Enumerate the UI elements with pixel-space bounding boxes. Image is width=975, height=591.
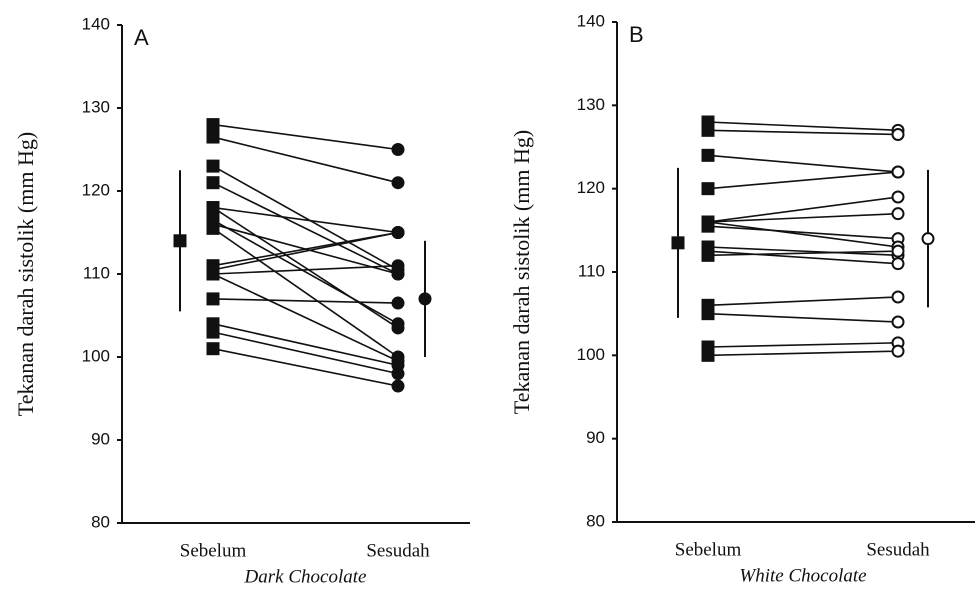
marker <box>891 315 905 329</box>
pair-line <box>707 196 899 223</box>
y-tick-label: 80 <box>586 511 605 530</box>
pair-line <box>707 250 899 257</box>
y-tick-label: 100 <box>577 345 605 364</box>
pair-line <box>212 227 399 358</box>
marker <box>206 213 220 227</box>
x-axis-label: White Chocolate <box>739 565 866 586</box>
marker <box>391 296 405 310</box>
marker <box>206 267 220 281</box>
x-tick-label: Sebelum <box>180 540 247 561</box>
marker <box>206 176 220 190</box>
y-tick-label: 140 <box>577 11 605 30</box>
y-tick-label: 140 <box>82 14 110 33</box>
pair-line <box>212 347 399 387</box>
marker <box>701 123 715 137</box>
y-tick-label: 110 <box>83 263 110 282</box>
marker <box>206 118 220 132</box>
pair-line <box>212 206 399 234</box>
marker <box>206 201 220 215</box>
pair-line <box>212 331 399 375</box>
pair-line <box>707 154 899 173</box>
pair-line <box>707 225 899 240</box>
pair-line <box>707 129 899 136</box>
pair-line <box>212 123 399 151</box>
pair-line <box>707 171 899 190</box>
pair-line <box>212 323 399 367</box>
marker <box>206 159 220 173</box>
marker <box>701 215 715 229</box>
marker <box>891 128 905 141</box>
pair-line <box>707 350 899 357</box>
pair-line <box>707 250 899 265</box>
pair-line <box>212 165 399 271</box>
marker <box>391 176 405 190</box>
marker <box>891 190 905 204</box>
marker <box>391 226 405 239</box>
pair-line <box>212 181 399 275</box>
y-tick-label: 80 <box>91 512 110 531</box>
y-tick-label: 110 <box>578 261 605 280</box>
marker <box>391 259 405 273</box>
marker <box>891 207 905 221</box>
marker <box>701 148 715 162</box>
marker <box>891 165 905 179</box>
pair-line <box>707 246 899 257</box>
x-tick-label: Sesudah <box>866 539 930 560</box>
pair-line <box>707 212 899 223</box>
marker <box>391 143 405 156</box>
marker <box>206 292 220 306</box>
panel-label: A <box>134 25 149 50</box>
y-tick-label: 120 <box>82 180 110 199</box>
marker <box>701 182 715 196</box>
marker <box>418 292 432 306</box>
y-tick-label: 100 <box>82 346 110 365</box>
pair-line <box>707 342 899 348</box>
marker <box>891 290 905 304</box>
marker <box>891 244 905 258</box>
pair-line <box>707 121 899 132</box>
panel-label: B <box>629 22 644 47</box>
pair-line <box>212 206 399 329</box>
pair-line <box>212 136 399 184</box>
pair-line <box>707 221 899 248</box>
marker <box>921 232 935 246</box>
marker <box>206 130 220 144</box>
pair-line <box>212 298 399 304</box>
y-tick-label: 130 <box>577 95 605 114</box>
marker <box>671 236 685 250</box>
pair-line <box>707 312 899 323</box>
pair-line <box>212 264 399 275</box>
pair-line <box>212 219 399 325</box>
marker <box>891 257 905 271</box>
pair-line <box>212 273 399 362</box>
marker <box>173 234 187 248</box>
marker <box>391 379 405 393</box>
marker <box>391 317 405 331</box>
marker <box>391 367 405 381</box>
y-tick-label: 120 <box>577 178 605 197</box>
y-axis-label: Tekanan darah sistolik (mm Hg) <box>509 130 534 414</box>
x-tick-label: Sebelum <box>675 539 742 560</box>
marker <box>701 307 715 321</box>
x-axis-label: Dark Chocolate <box>244 566 367 587</box>
y-tick-label: 130 <box>82 97 110 116</box>
pair-line <box>707 296 899 307</box>
marker <box>701 248 715 262</box>
y-tick-label: 90 <box>586 428 605 447</box>
pair-line <box>212 231 399 271</box>
y-axis-label: Tekanan darah sistolik (mm Hg) <box>13 132 38 416</box>
marker <box>891 344 905 358</box>
y-tick-label: 90 <box>91 429 110 448</box>
marker <box>206 342 220 356</box>
marker <box>701 348 715 362</box>
x-tick-label: Sesudah <box>366 540 430 561</box>
marker <box>206 325 220 339</box>
